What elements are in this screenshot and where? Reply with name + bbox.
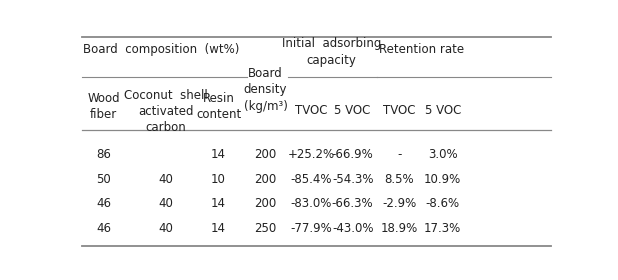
Text: 14: 14 <box>211 148 226 161</box>
Text: +25.2%: +25.2% <box>287 148 334 161</box>
Text: 3.0%: 3.0% <box>428 148 457 161</box>
Text: 200: 200 <box>255 173 277 186</box>
Text: -83.0%: -83.0% <box>290 197 332 211</box>
Text: 46: 46 <box>96 197 111 211</box>
Text: 18.9%: 18.9% <box>381 222 418 235</box>
Text: Coconut  shell
activated
carbon: Coconut shell activated carbon <box>124 89 208 134</box>
Text: -77.9%: -77.9% <box>290 222 332 235</box>
Text: 14: 14 <box>211 197 226 211</box>
Text: -66.3%: -66.3% <box>332 197 373 211</box>
Text: 5 VOC: 5 VOC <box>334 104 371 117</box>
Text: 8.5%: 8.5% <box>384 173 414 186</box>
Text: Board  composition  (wt%): Board composition (wt%) <box>83 43 239 56</box>
Text: 86: 86 <box>96 148 111 161</box>
Text: 46: 46 <box>96 222 111 235</box>
Text: TVOC: TVOC <box>295 104 327 117</box>
Text: Resin
content: Resin content <box>196 92 241 122</box>
Text: 17.3%: 17.3% <box>424 222 461 235</box>
Text: 5 VOC: 5 VOC <box>425 104 461 117</box>
Text: -: - <box>397 148 401 161</box>
Text: 50: 50 <box>96 173 111 186</box>
Text: -66.9%: -66.9% <box>332 148 373 161</box>
Text: Initial  adsorbing
capacity: Initial adsorbing capacity <box>282 37 381 67</box>
Text: -85.4%: -85.4% <box>290 173 332 186</box>
Text: 250: 250 <box>255 222 277 235</box>
Text: Wood
fiber: Wood fiber <box>87 92 120 122</box>
Text: -54.3%: -54.3% <box>332 173 373 186</box>
Text: 10: 10 <box>211 173 226 186</box>
Text: 14: 14 <box>211 222 226 235</box>
Text: 200: 200 <box>255 148 277 161</box>
Text: -2.9%: -2.9% <box>382 197 417 211</box>
Text: Board
density
(kg/m³): Board density (kg/m³) <box>243 67 287 113</box>
Text: Retention rate: Retention rate <box>379 43 464 56</box>
Text: 40: 40 <box>158 173 173 186</box>
Text: -43.0%: -43.0% <box>332 222 373 235</box>
Text: 200: 200 <box>255 197 277 211</box>
Text: 10.9%: 10.9% <box>424 173 461 186</box>
Text: 40: 40 <box>158 197 173 211</box>
Text: 40: 40 <box>158 222 173 235</box>
Text: TVOC: TVOC <box>383 104 415 117</box>
Text: -8.6%: -8.6% <box>426 197 460 211</box>
